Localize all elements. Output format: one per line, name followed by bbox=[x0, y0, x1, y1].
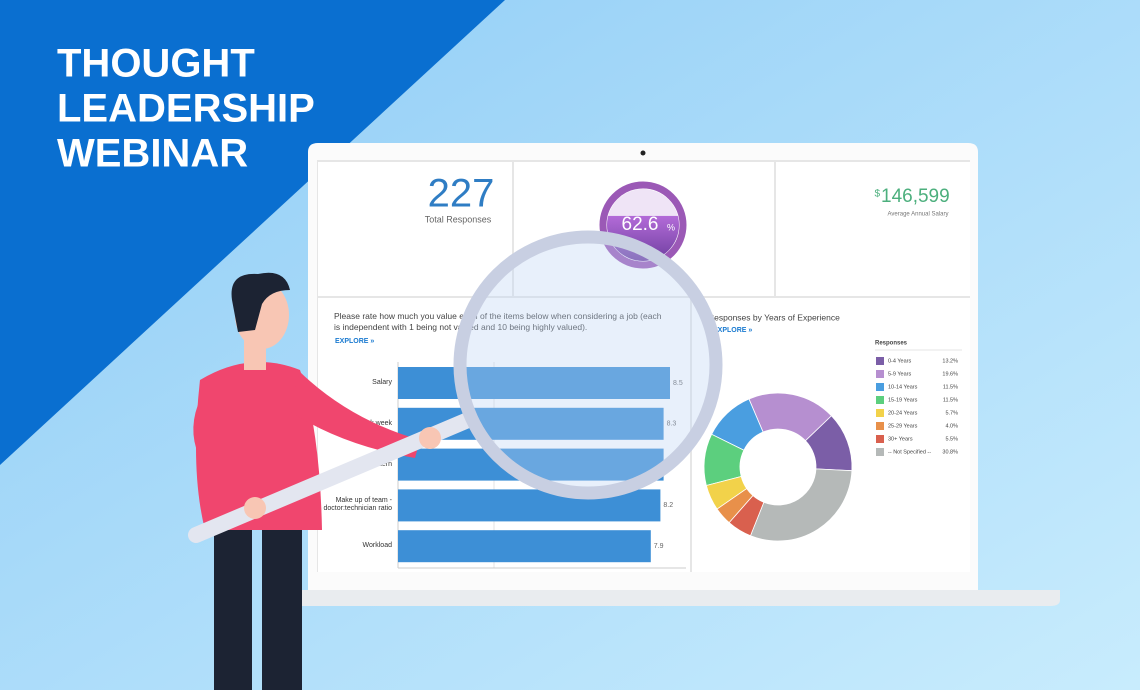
value-label: 7.9 bbox=[654, 543, 664, 550]
legend-value: 13.2% bbox=[942, 358, 958, 364]
leg bbox=[262, 520, 302, 690]
legend-swatch bbox=[876, 357, 884, 365]
person-illustration bbox=[188, 230, 723, 690]
legend-swatch bbox=[876, 370, 884, 378]
category-label: Make up of team - doctor:technician rati… bbox=[323, 497, 392, 513]
legend-label: 15-19 Years bbox=[888, 397, 918, 403]
donut-chart: 0-4 Years 13.2% 5-9 Years 19.6% 10-14 Years 1… bbox=[703, 357, 958, 542]
camera bbox=[640, 150, 646, 156]
kpi-value: 227 bbox=[428, 172, 495, 216]
legend-swatch bbox=[876, 422, 884, 430]
legend-label: 30+ Years bbox=[888, 436, 913, 442]
magnifier-lens bbox=[453, 230, 723, 500]
category-label-box: Salary bbox=[372, 379, 392, 386]
laptop-base bbox=[262, 590, 1060, 606]
legend-swatch bbox=[876, 409, 884, 417]
value-label: 8.3 bbox=[667, 421, 677, 428]
kpi-value: 146,599 bbox=[881, 186, 950, 207]
title: THOUGHT LEADERSHIP WEBINAR bbox=[57, 42, 315, 176]
title-line: LEADERSHIP bbox=[57, 87, 315, 131]
legend-label: 10-14 Years bbox=[888, 384, 918, 390]
legend-swatch bbox=[876, 396, 884, 404]
legend-swatch bbox=[876, 435, 884, 443]
panel bbox=[318, 162, 512, 296]
legend-value: 11.5% bbox=[943, 384, 958, 390]
legend-value: 4.0% bbox=[945, 423, 958, 429]
value-label: 8.2 bbox=[663, 502, 673, 509]
arm bbox=[193, 390, 255, 505]
kpi-label: Average Annual Salary bbox=[888, 212, 949, 218]
legend-label: 25-29 Years bbox=[888, 423, 918, 429]
kpi-label: Total Responses bbox=[425, 214, 492, 224]
legend-swatch bbox=[876, 383, 884, 391]
category-label-box: Workload bbox=[362, 542, 392, 550]
legend-label: 20-24 Years bbox=[888, 410, 918, 416]
arm bbox=[288, 372, 420, 458]
title-line: WEBINAR bbox=[57, 132, 248, 176]
value-label: 8.5 bbox=[673, 380, 683, 387]
legend-label: -- Not Specified -- bbox=[888, 449, 931, 455]
legend-value: 5.5% bbox=[945, 436, 958, 442]
chart-title: Responses by Years of Experience bbox=[708, 312, 840, 322]
bar bbox=[398, 530, 651, 563]
donut-slice bbox=[750, 468, 853, 542]
legend-title: Responses bbox=[875, 341, 908, 347]
legend-value: 19.6% bbox=[942, 371, 958, 377]
category-label-box: Make up of team - doctor:technician rati… bbox=[323, 497, 392, 513]
legend-label: 0-4 Years bbox=[888, 358, 911, 364]
explore-link[interactable]: EXPLORE » bbox=[335, 338, 374, 345]
banner-triangle bbox=[0, 0, 505, 465]
hand bbox=[244, 497, 266, 519]
category-label: Salary bbox=[372, 379, 392, 386]
legend-value: 30.8% bbox=[942, 449, 958, 455]
leg bbox=[214, 520, 252, 690]
hand bbox=[419, 427, 441, 449]
gauge-ring bbox=[599, 181, 687, 269]
kpi-currency: $ bbox=[874, 189, 880, 200]
explore-link[interactable]: EXPLORE » bbox=[713, 327, 752, 334]
hair bbox=[231, 272, 290, 332]
legend-swatch bbox=[876, 448, 884, 456]
category-label: Workload bbox=[362, 542, 392, 550]
gauge-unit: % bbox=[667, 222, 675, 232]
legend-value: 5.7% bbox=[945, 410, 958, 416]
legend-label: 5-9 Years bbox=[888, 371, 911, 377]
legend-value: 11.5% bbox=[943, 397, 958, 403]
panel bbox=[776, 162, 970, 296]
title-line: THOUGHT bbox=[57, 42, 255, 86]
gauge-value: 62.6 bbox=[622, 214, 659, 235]
bar bbox=[398, 367, 670, 399]
